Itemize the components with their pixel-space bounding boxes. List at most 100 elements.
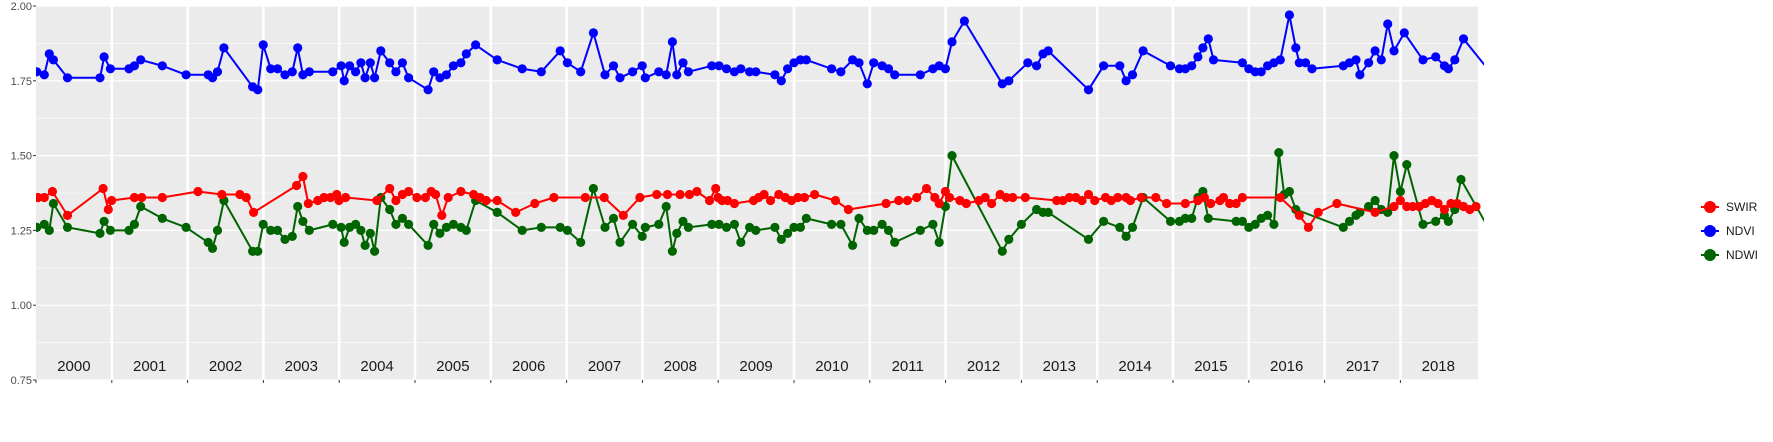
data-point-swir xyxy=(481,195,491,206)
data-point-ndwi xyxy=(576,237,586,247)
data-point-ndvi xyxy=(136,55,146,65)
data-point-ndvi xyxy=(1023,58,1033,68)
data-point-ndwi xyxy=(1522,211,1531,220)
data-point-ndwi xyxy=(714,219,724,229)
data-point-ndvi xyxy=(441,70,451,80)
data-point-ndwi xyxy=(628,219,638,229)
data-point-swir xyxy=(412,192,422,203)
data-point-ndwi xyxy=(661,201,671,212)
data-point-ndwi xyxy=(492,207,502,217)
data-point-ndvi xyxy=(304,67,314,77)
data-point-ndvi xyxy=(1364,58,1374,68)
data-point-ndwi xyxy=(423,240,433,250)
legend-item-ndwi[interactable]: NDWI xyxy=(1700,243,1770,267)
data-point-ndvi xyxy=(1127,70,1138,80)
data-point-ndvi xyxy=(667,37,678,47)
data-point-swir xyxy=(843,204,854,215)
data-point-swir xyxy=(129,192,139,203)
legend: SWIR NDVI NDWI xyxy=(1700,195,1770,267)
year-label-2009: 2009 xyxy=(739,358,772,375)
data-point-ndwi xyxy=(328,219,338,229)
data-point-ndwi xyxy=(95,228,105,238)
data-point-ndwi xyxy=(441,222,451,232)
data-point-ndwi xyxy=(1269,219,1279,229)
data-point-swir xyxy=(217,189,227,200)
data-point-ndvi xyxy=(1458,34,1469,44)
data-point-ndvi xyxy=(1399,28,1409,38)
y-tick-label: 1.75 xyxy=(11,76,32,88)
year-label-2001: 2001 xyxy=(133,358,166,375)
legend-item-ndvi[interactable]: NDVI xyxy=(1700,219,1770,243)
data-point-ndvi xyxy=(365,58,375,68)
data-point-swir xyxy=(830,195,841,206)
data-point-ndvi xyxy=(1579,61,1588,70)
data-point-ndwi xyxy=(129,219,139,229)
data-point-ndwi xyxy=(105,225,115,235)
legend-label-swir: SWIR xyxy=(1726,200,1758,214)
data-point-ndwi xyxy=(1016,219,1026,229)
data-point-ndvi xyxy=(376,46,386,56)
data-point-ndvi xyxy=(448,61,458,71)
data-point-swir xyxy=(1237,192,1247,203)
data-point-ndvi xyxy=(555,46,565,56)
data-point-ndvi xyxy=(536,67,546,77)
data-point-swir xyxy=(420,192,430,203)
data-point-ndvi xyxy=(1187,61,1197,71)
data-point-ndwi xyxy=(615,237,625,247)
data-point-ndwi xyxy=(1560,226,1569,235)
data-point-ndvi xyxy=(1121,76,1131,86)
legend-label-ndvi: NDVI xyxy=(1726,224,1755,238)
year-label-2008: 2008 xyxy=(664,358,697,375)
data-point-ndwi xyxy=(536,222,546,232)
data-point-ndvi xyxy=(266,64,276,74)
data-point-swir xyxy=(1225,198,1235,209)
year-label-2016: 2016 xyxy=(1270,358,1303,375)
data-point-swir xyxy=(103,204,113,215)
data-point-ndvi xyxy=(640,73,650,83)
data-point-ndwi xyxy=(637,231,647,241)
data-point-ndwi xyxy=(555,222,565,232)
data-point-ndvi xyxy=(397,58,407,68)
data-point-ndvi xyxy=(1237,58,1247,68)
data-point-ndvi xyxy=(328,67,338,77)
data-point-swir xyxy=(385,183,395,194)
data-point-ndwi xyxy=(1573,214,1582,223)
data-point-ndvi xyxy=(721,64,732,74)
data-point-ndwi xyxy=(181,222,191,232)
data-point-ndwi xyxy=(1456,174,1466,185)
data-point-ndvi xyxy=(1522,55,1531,64)
data-point-ndvi xyxy=(293,43,303,53)
year-label-2004: 2004 xyxy=(360,358,393,375)
data-point-swir xyxy=(1313,207,1323,217)
data-point-ndvi xyxy=(1300,58,1311,68)
data-point-ndwi xyxy=(751,225,761,235)
data-point-ndwi xyxy=(370,246,380,256)
data-point-ndwi xyxy=(212,225,223,235)
year-label-2010: 2010 xyxy=(815,358,848,375)
data-point-ndvi xyxy=(1193,52,1203,62)
data-point-swir xyxy=(1180,198,1190,209)
data-point-ndwi xyxy=(1274,148,1284,158)
data-point-ndwi xyxy=(136,201,146,212)
data-point-ndvi xyxy=(1389,46,1399,56)
data-point-ndwi xyxy=(854,213,864,223)
data-point-ndwi xyxy=(1237,216,1247,226)
data-point-swir xyxy=(793,192,803,203)
data-point-ndwi xyxy=(157,213,167,223)
data-point-swir xyxy=(1439,204,1449,215)
data-point-swir xyxy=(107,195,117,206)
legend-item-swir[interactable]: SWIR xyxy=(1700,195,1770,219)
data-point-ndwi xyxy=(795,222,806,232)
data-point-ndwi xyxy=(1284,186,1294,197)
data-point-ndwi xyxy=(827,219,837,229)
data-point-ndwi xyxy=(404,219,414,229)
data-point-swir xyxy=(1395,195,1405,206)
data-point-ndwi xyxy=(1344,216,1355,226)
data-point-ndvi xyxy=(1450,55,1460,65)
data-point-ndvi xyxy=(588,28,599,38)
data-point-ndwi xyxy=(304,225,314,235)
year-label-2011: 2011 xyxy=(892,358,924,375)
data-point-ndwi xyxy=(1263,210,1273,220)
data-point-ndwi xyxy=(1121,231,1131,241)
